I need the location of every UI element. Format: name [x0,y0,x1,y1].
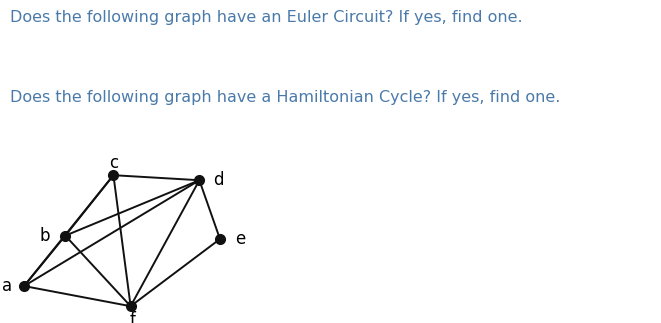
Text: b: b [40,227,50,245]
Text: f: f [130,311,136,323]
Text: e: e [235,230,246,248]
Text: a: a [2,277,12,295]
Text: Does the following graph have a Hamiltonian Cycle? If yes, find one.: Does the following graph have a Hamilton… [10,90,561,105]
Text: d: d [213,171,223,189]
Text: Does the following graph have an Euler Circuit? If yes, find one.: Does the following graph have an Euler C… [10,10,523,25]
Text: c: c [109,154,118,172]
